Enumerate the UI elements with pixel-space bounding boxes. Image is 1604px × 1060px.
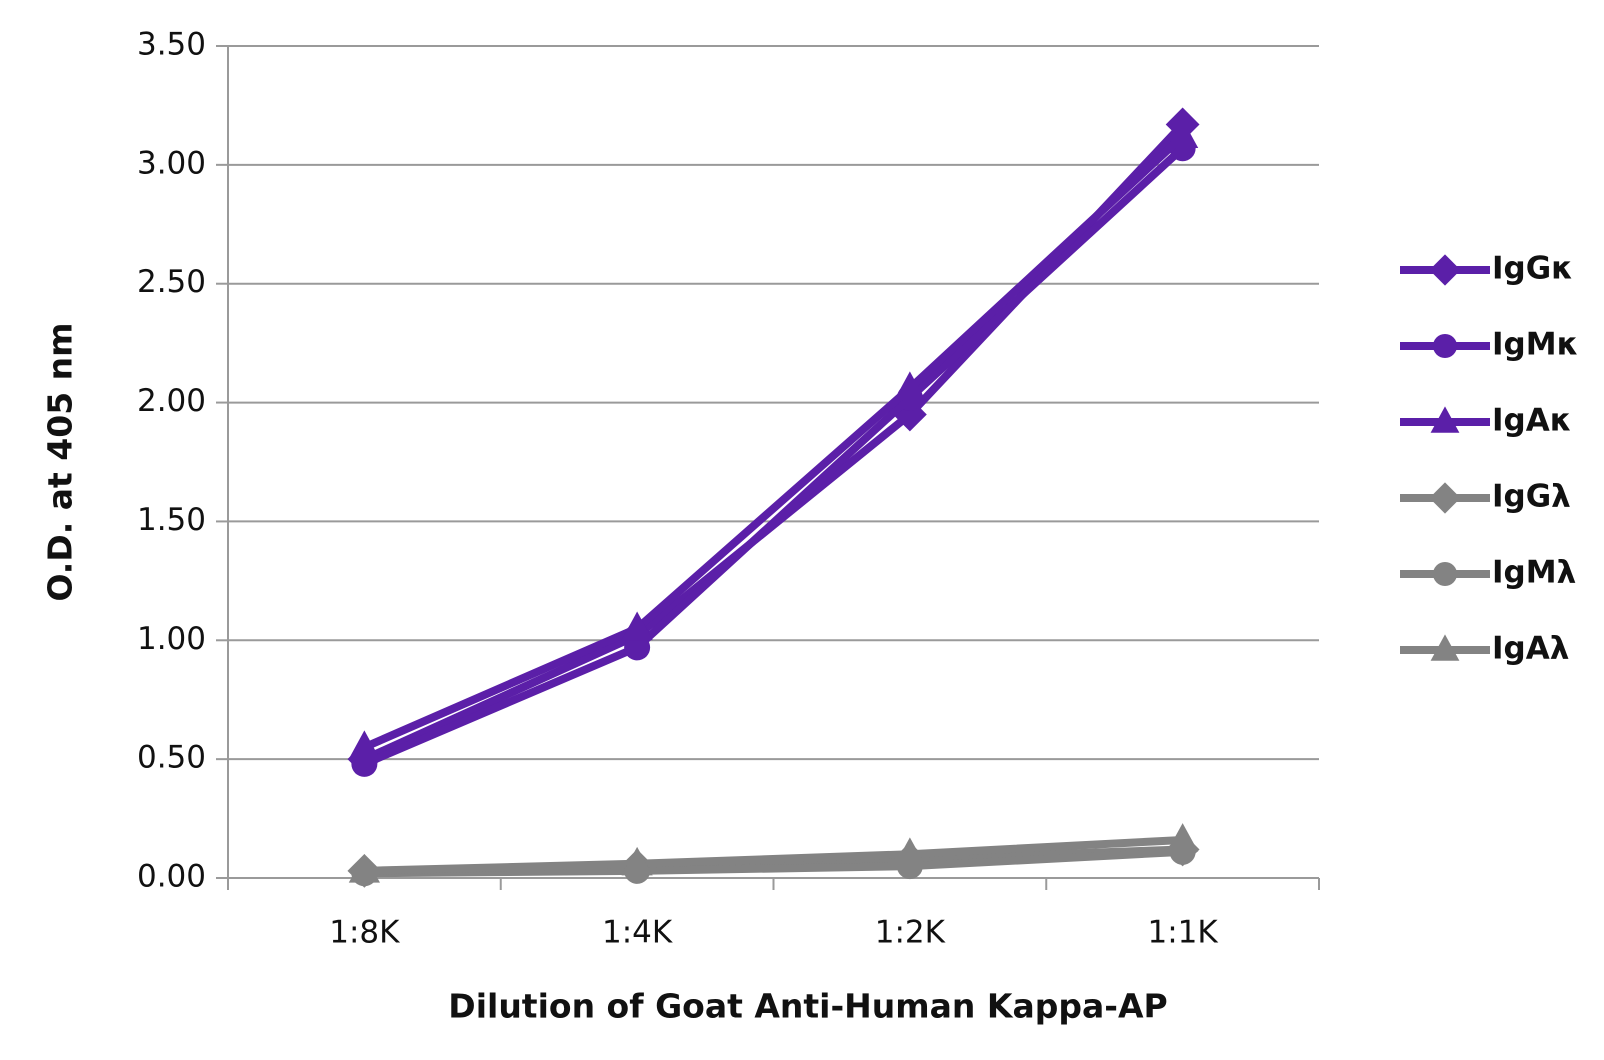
legend-label: IgMκ — [1492, 327, 1579, 363]
series — [351, 135, 1196, 777]
series — [347, 107, 1200, 777]
marker — [894, 371, 926, 401]
x-axis-title: Dilution of Goat Anti-Human Kappa-AP — [448, 987, 1167, 1026]
legend-label: IgAκ — [1492, 403, 1572, 439]
y-tick-label: 0.50 — [137, 740, 206, 776]
marker — [1167, 823, 1199, 852]
x-tick-label: 1:8K — [329, 915, 400, 951]
y-axis-title: O.D. at 405 nm — [41, 322, 80, 601]
marker — [348, 853, 380, 883]
legend-label: IgAλ — [1492, 631, 1569, 667]
series — [348, 823, 1199, 883]
y-tick-label: 3.00 — [137, 145, 206, 181]
series-line — [364, 847, 1183, 878]
marker — [1430, 634, 1460, 661]
y-tick-label: 1.00 — [137, 621, 206, 657]
legend-label: IgMλ — [1492, 555, 1576, 591]
x-tick-label: 1:1K — [1148, 915, 1219, 951]
marker — [1167, 119, 1199, 149]
marker — [348, 730, 380, 759]
x-tick-label: 1:2K — [875, 915, 946, 951]
y-tick-label: 0.00 — [137, 859, 206, 895]
legend-label: IgGκ — [1492, 251, 1573, 287]
y-tick-label: 2.50 — [137, 264, 206, 300]
series — [348, 119, 1199, 759]
marker — [1433, 334, 1457, 358]
marker — [624, 634, 651, 661]
marker — [1429, 254, 1461, 286]
y-tick-label: 3.50 — [137, 27, 206, 63]
series-line — [362, 121, 1186, 763]
series-line — [362, 145, 1186, 768]
marker — [1430, 406, 1460, 433]
marker — [621, 846, 653, 876]
marker — [1433, 562, 1457, 586]
x-tick-label: 1:4K — [602, 915, 673, 951]
marker — [1429, 482, 1461, 514]
series-line — [362, 133, 1186, 751]
marker — [894, 837, 926, 866]
legend-label: IgGλ — [1492, 479, 1571, 515]
y-tick-label: 2.00 — [137, 383, 206, 419]
marker — [621, 611, 653, 641]
y-tick-label: 1.50 — [137, 502, 206, 538]
series-line — [364, 835, 1183, 875]
